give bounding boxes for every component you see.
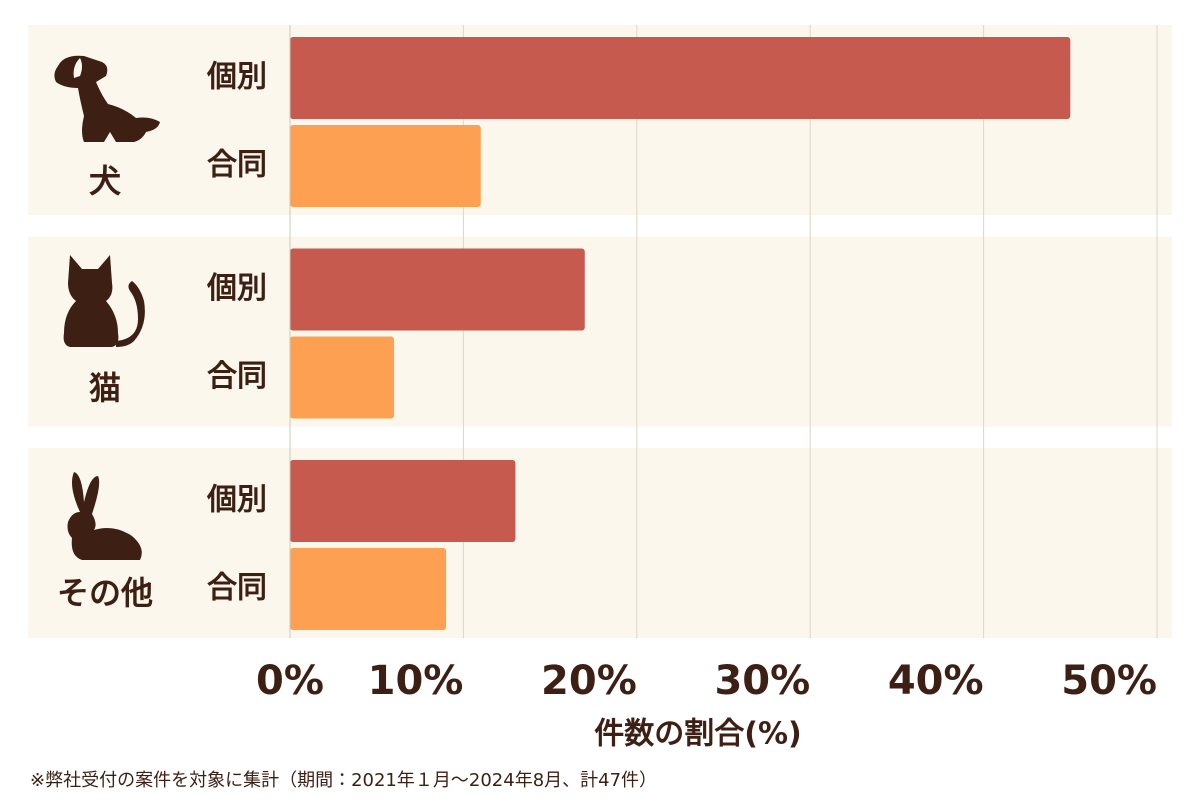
footnote: ※弊社受付の案件を対象に集計（期間：2021年１月～2024年8月、計47件） [30, 770, 657, 791]
dog-icon [54, 55, 160, 142]
x-tick-label: 20% [541, 658, 637, 704]
category-label: 猫 [89, 369, 121, 407]
series-label: 個別 [206, 60, 267, 95]
x-tick-label: 40% [888, 658, 984, 704]
x-axis-title: 件数の割合(%) [594, 717, 801, 752]
panel [28, 448, 1172, 638]
bar [290, 125, 481, 207]
rabbit-icon [67, 472, 142, 560]
x-tick-label: 30% [714, 658, 810, 704]
series-label: 合同 [207, 571, 267, 606]
x-tick-label: 0% [256, 658, 324, 704]
bar [290, 548, 447, 630]
category-label: その他 [57, 574, 153, 612]
panel [28, 236, 1172, 427]
cat-icon [63, 255, 145, 347]
category-label: 犬 [89, 162, 121, 200]
series-label: 個別 [206, 271, 267, 306]
bar [290, 248, 585, 331]
series-label: 個別 [206, 483, 267, 518]
x-tick-label: 10% [368, 658, 464, 704]
labels: 0% 10% 20% 30% 40% 50%犬個別合同猫個別合同その他個別合同件数の割合(… [30, 25, 1157, 791]
series-label: 合同 [207, 148, 267, 183]
bars [290, 37, 1071, 630]
bar [290, 460, 516, 542]
bar [290, 37, 1071, 119]
series-label: 合同 [207, 359, 267, 394]
x-tick-label: 50% [1061, 658, 1157, 704]
bar [290, 336, 395, 419]
